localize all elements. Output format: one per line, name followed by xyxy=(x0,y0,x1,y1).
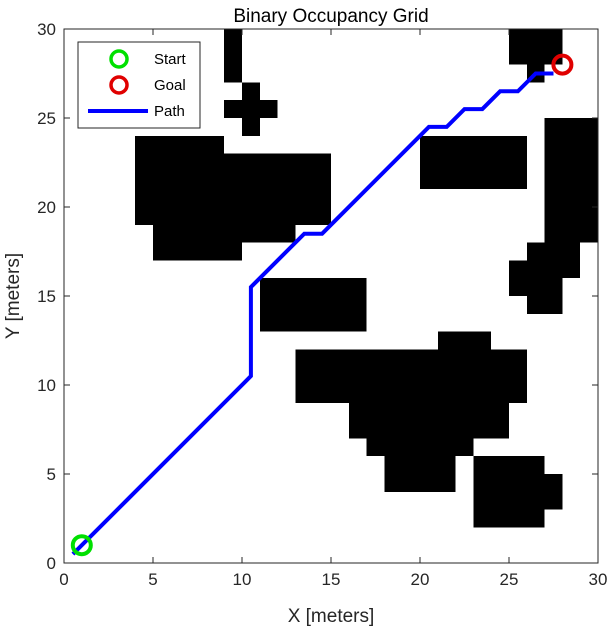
obstacle-cell xyxy=(348,402,509,439)
obstacle-cell xyxy=(135,153,331,225)
obstacle-cell xyxy=(384,456,456,492)
x-tick-label: 15 xyxy=(322,570,341,589)
y-tick-label: 25 xyxy=(37,109,56,128)
obstacle-cell xyxy=(242,82,260,136)
obstacle-cell xyxy=(242,224,296,243)
obstacle-cell xyxy=(135,135,225,154)
x-tick-label: 20 xyxy=(411,570,430,589)
legend-path-label: Path xyxy=(154,103,185,120)
y-tick-label: 10 xyxy=(37,376,56,395)
y-tick-label: 30 xyxy=(37,20,56,39)
legend-start-label: Start xyxy=(154,51,187,68)
obstacle-layer xyxy=(135,29,598,528)
legend-box xyxy=(77,41,201,129)
obstacle-cell xyxy=(526,296,563,314)
marker-layer xyxy=(70,53,574,557)
path-layer xyxy=(71,71,554,556)
legend-goal-label: Goal xyxy=(154,77,186,94)
x-tick-label: 0 xyxy=(59,570,68,589)
x-tick-label: 30 xyxy=(589,570,608,589)
obstacle-cell xyxy=(259,278,367,332)
y-tick-label: 20 xyxy=(37,198,56,217)
start-marker xyxy=(70,534,93,557)
obstacle-cell xyxy=(420,135,527,190)
legend-start-swatch xyxy=(109,49,129,69)
obstacle-cell xyxy=(509,260,563,296)
obstacle-cell xyxy=(437,331,492,350)
y-tick-label: 0 xyxy=(47,554,56,573)
path-line xyxy=(71,71,554,556)
y-tick-label: 15 xyxy=(37,287,56,306)
y-tick-label: 5 xyxy=(47,465,56,484)
obstacle-cell xyxy=(224,29,242,83)
obstacle-cell xyxy=(153,224,242,261)
obstacle-cell xyxy=(473,474,563,510)
legend-goal-swatch xyxy=(109,75,129,95)
x-tick-label: 25 xyxy=(500,570,519,589)
axes: 0 5 10 15 20 25 30 0 5 10 15 20 25 30 xyxy=(37,20,607,589)
x-tick-label: 5 xyxy=(148,570,157,589)
chart-title: Binary Occupancy Grid xyxy=(233,6,428,27)
obstacle-cell xyxy=(295,349,527,403)
x-axis-label: X [meters] xyxy=(288,606,375,627)
x-tick-label: 10 xyxy=(233,570,252,589)
legend: Start Goal Path xyxy=(77,41,201,129)
obstacle-cell xyxy=(366,438,474,457)
goal-marker xyxy=(551,53,574,76)
obstacle-cell xyxy=(544,118,598,243)
y-axis-label: Y [meters] xyxy=(3,253,24,339)
